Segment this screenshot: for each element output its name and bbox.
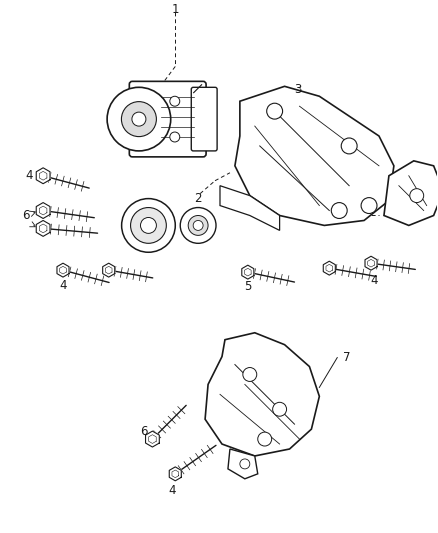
Text: 5: 5	[244, 279, 251, 293]
Circle shape	[170, 96, 180, 106]
Circle shape	[361, 198, 377, 214]
Text: 4: 4	[25, 169, 33, 182]
Circle shape	[188, 215, 208, 236]
Polygon shape	[169, 467, 181, 481]
Circle shape	[131, 207, 166, 244]
Polygon shape	[36, 221, 50, 236]
Polygon shape	[102, 263, 115, 277]
Circle shape	[193, 221, 203, 230]
Circle shape	[107, 87, 171, 151]
Polygon shape	[220, 185, 279, 230]
Text: 4: 4	[59, 279, 67, 292]
Circle shape	[243, 368, 257, 382]
Circle shape	[122, 199, 175, 252]
Text: 6: 6	[140, 425, 147, 438]
FancyBboxPatch shape	[191, 87, 217, 151]
Circle shape	[273, 402, 286, 416]
Polygon shape	[36, 168, 50, 184]
Polygon shape	[384, 161, 438, 225]
Circle shape	[240, 459, 250, 469]
Polygon shape	[323, 261, 336, 275]
Circle shape	[180, 207, 216, 244]
Polygon shape	[365, 256, 377, 270]
Circle shape	[331, 203, 347, 219]
Polygon shape	[145, 431, 159, 447]
Polygon shape	[36, 203, 50, 219]
Polygon shape	[242, 265, 254, 279]
Circle shape	[341, 138, 357, 154]
Text: 3: 3	[294, 83, 301, 96]
Text: 4: 4	[370, 273, 378, 287]
Circle shape	[410, 189, 424, 203]
Text: 7: 7	[343, 351, 351, 364]
Circle shape	[141, 217, 156, 233]
Text: 4: 4	[169, 484, 176, 497]
Polygon shape	[57, 263, 69, 277]
Text: 2: 2	[194, 192, 202, 205]
Polygon shape	[235, 86, 394, 225]
Circle shape	[121, 102, 156, 136]
Circle shape	[132, 112, 146, 126]
Circle shape	[258, 432, 272, 446]
Text: 1: 1	[172, 3, 179, 17]
Text: 6: 6	[22, 209, 30, 222]
Polygon shape	[228, 449, 258, 479]
Circle shape	[267, 103, 283, 119]
Circle shape	[170, 132, 180, 142]
Polygon shape	[205, 333, 319, 456]
FancyBboxPatch shape	[129, 82, 206, 157]
